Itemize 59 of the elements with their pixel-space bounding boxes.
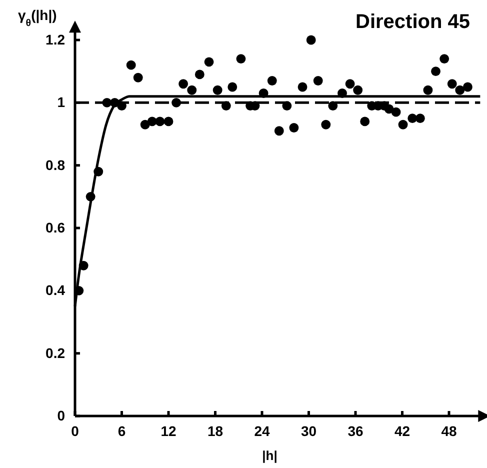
x-tick-label: 6 [118,422,126,439]
point [274,126,284,136]
x-tick-label: 24 [254,422,270,439]
chart-title: Direction 45 [356,11,470,33]
x-tick-label: 48 [441,422,457,439]
y-tick-label: 0.8 [46,156,66,173]
point [187,85,197,95]
point [353,85,363,95]
x-tick-label: 0 [71,422,80,439]
point [164,116,174,126]
point [117,101,126,111]
point [398,120,408,130]
x-tick-label: 36 [348,422,364,439]
point [172,98,182,108]
point [408,114,418,124]
y-tick-label: 0.6 [46,219,66,236]
point [221,101,231,111]
point [282,101,292,111]
point [360,116,370,126]
point [204,57,214,67]
y-axis-title: γ$_{θ}$(|h|) [18,7,57,28]
y-tick-label: 0.2 [46,344,66,361]
x-axis-title: |h| [262,448,278,463]
point [194,70,204,80]
y-tick-label: 0.4 [46,282,66,298]
point [102,98,112,108]
point [147,116,157,126]
point [423,85,433,95]
point [462,82,472,92]
point [267,76,277,86]
point [447,79,457,89]
point [178,79,188,89]
point [306,35,316,45]
x-tick-label: 42 [394,422,410,439]
y-tick-label: 0 [57,407,66,424]
point [236,54,246,64]
x-tick-label: 12 [160,422,176,439]
point [298,82,308,92]
x-tick-label: 18 [207,422,224,439]
point [155,116,165,126]
point [133,72,143,82]
y-tick-label: 1.2 [46,31,66,48]
point [126,60,136,70]
point [384,104,394,114]
point [321,120,331,130]
point [328,101,338,111]
y-tick-label: 1 [57,94,66,110]
point [289,123,299,132]
point [345,79,355,89]
x-tick-label: 30 [300,422,317,439]
point [455,85,465,95]
point [440,54,450,64]
point [140,120,150,130]
point [431,66,440,76]
point [228,82,238,92]
point [391,107,401,117]
point [212,85,222,95]
point [313,76,323,86]
point [415,114,425,124]
